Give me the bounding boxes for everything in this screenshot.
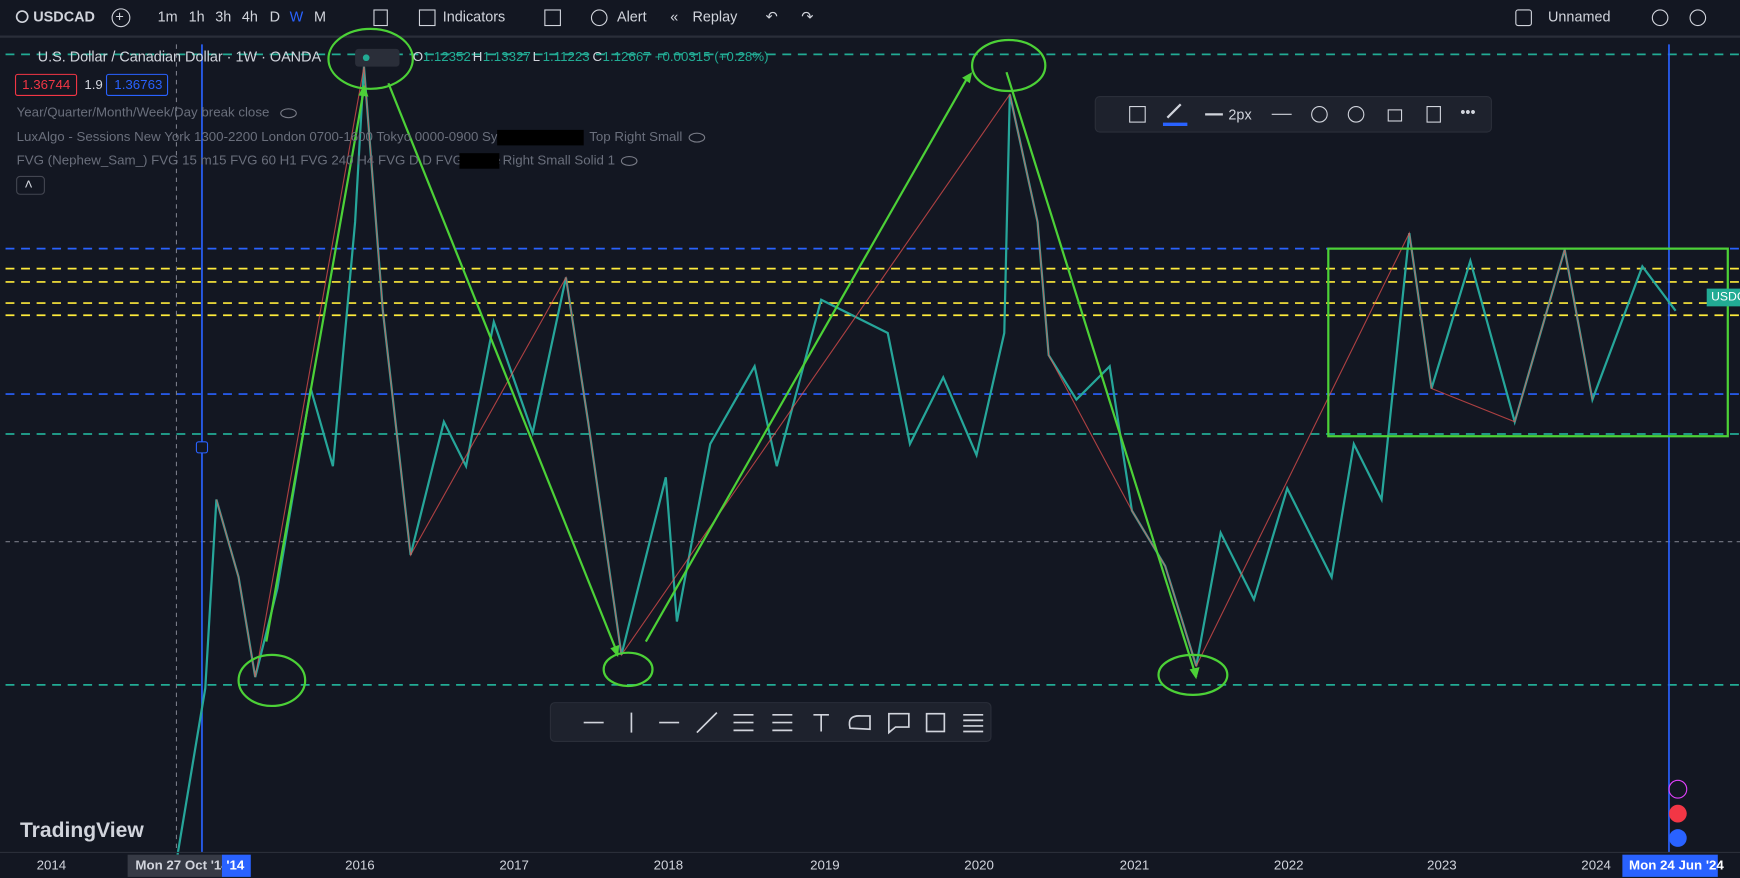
year-label: 2023 [1427, 857, 1457, 872]
svg-text:↷: ↷ [801, 10, 813, 26]
indicator-name: Year/Quarter/Month/Week/Day break close [17, 105, 270, 120]
interval-button[interactable]: 1h [189, 10, 205, 26]
chart-title: U.S. Dollar / Canadian Dollar · 1W · OAN… [38, 50, 322, 66]
svg-text:˄: ˄ [24, 177, 32, 193]
alert-button[interactable]: Alert [617, 10, 647, 26]
ohlc-value: 1.12667 [603, 49, 651, 64]
replay-button[interactable]: Replay [692, 10, 738, 26]
indicator-tail: Right Small Solid 1 [503, 152, 615, 167]
interval-button[interactable]: D [270, 10, 280, 26]
visibility-icon[interactable] [620, 155, 638, 166]
ohlc-label: H [473, 49, 483, 64]
interval-button[interactable]: 4h [242, 10, 258, 26]
ohlc-value: 1.11223 [543, 49, 590, 64]
interval-button[interactable]: M [314, 10, 326, 26]
cursor-date: Mon 27 Oct '14 [135, 857, 229, 872]
svg-text:+: + [115, 10, 123, 26]
year-label: 2017 [499, 857, 529, 872]
cursor-date: Mon 24 Jun '24 [1629, 857, 1724, 872]
drawing-toolbar [549, 702, 992, 743]
drawing-settings [1094, 96, 1492, 133]
year-label: 2018 [654, 857, 684, 872]
ohlc-value: 1.12352 [423, 49, 471, 64]
indicator-tail: Top Right Small [589, 129, 682, 144]
indicator-name: FVG (Nephew_Sam_) FVG 15 m15 FVG 60 H1 F… [17, 152, 501, 167]
ohlc-label: L [533, 49, 540, 64]
visibility-icon[interactable] [280, 108, 297, 119]
year-label: 2021 [1120, 857, 1150, 872]
svg-text:«: « [670, 10, 678, 26]
year-label: 2014 [37, 857, 67, 872]
ohlc-value: 1.13327 [483, 49, 531, 64]
price-tag: USDCAD [1711, 290, 1740, 304]
price-path [176, 66, 1677, 855]
interval-button[interactable]: 1m [158, 10, 178, 26]
interval-button[interactable]: 3h [215, 10, 231, 26]
year-label: 2019 [810, 857, 840, 872]
year-label: 2024 [1581, 857, 1611, 872]
svg-text:•••: ••• [1460, 105, 1475, 121]
interval-button[interactable]: W [290, 10, 304, 26]
spread: 1.9 [84, 77, 102, 92]
year-label: 2022 [1274, 857, 1304, 872]
line-width[interactable]: 2px [1228, 107, 1252, 123]
top-toolbar [0, 0, 1740, 37]
year-label: 2020 [964, 857, 994, 872]
ohlc-label: O [413, 49, 423, 64]
year-label: 2016 [345, 857, 375, 872]
drawings [237, 27, 1729, 708]
symbol[interactable]: USDCAD [33, 10, 95, 26]
change: +0.00315 (+0.28%) [655, 49, 769, 64]
visibility-icon[interactable] [688, 132, 706, 143]
cursor-date: '14 [226, 857, 245, 872]
logo: TradingView [20, 819, 144, 842]
svg-text:↶: ↶ [766, 10, 778, 26]
sell-price[interactable]: 1.36744 [22, 77, 70, 92]
indicators-button[interactable]: Indicators [443, 10, 505, 26]
layout-name[interactable]: Unnamed [1548, 10, 1610, 26]
ohlc-label: C [593, 49, 603, 64]
buy-price[interactable]: 1.36763 [114, 77, 162, 92]
indicator-name: LuxAlgo - Sessions New York 1300-2200 Lo… [17, 129, 527, 144]
